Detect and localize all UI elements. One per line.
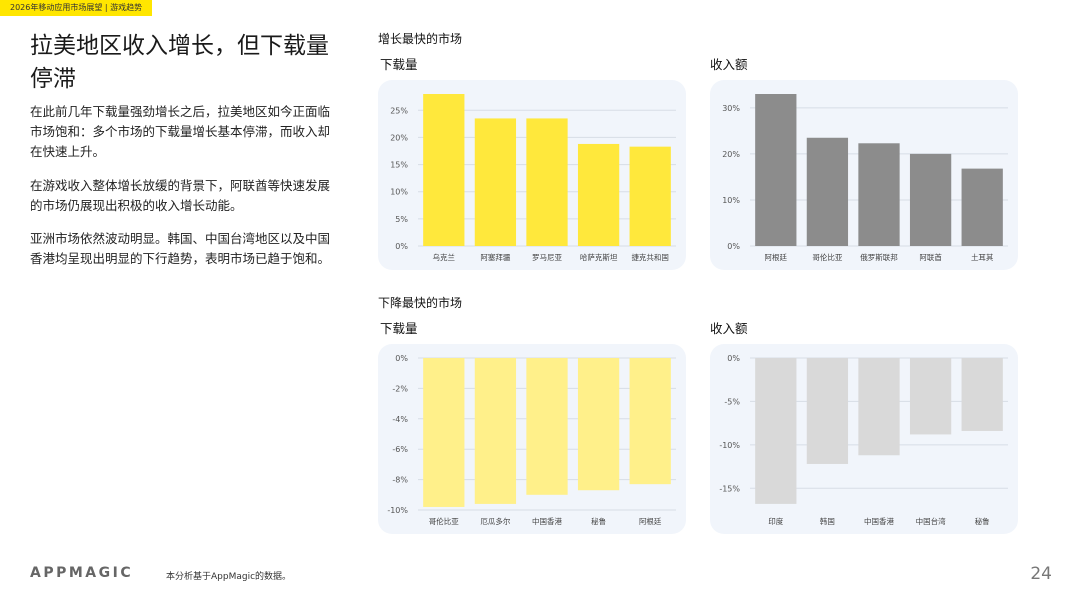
category-label: 罗马尼亚 [532, 253, 562, 262]
y-tick-label: -6% [392, 445, 408, 454]
y-tick-label: 0% [395, 242, 408, 251]
category-label: 中国香港 [532, 516, 562, 526]
decline-downloads-svg: 0% -2% -4% -6% -8% -10% 哥伦比亚 厄瓜多尔 中国香港 秘鲁 阿根廷 [387, 354, 676, 526]
decline-section-title: 下降最快的市场 [378, 296, 463, 310]
decline-revenue-svg: 0% -5% -10% -15% 印度 韩国 中国香港 中国台湾 秘鲁 [719, 354, 1008, 526]
bar [858, 358, 900, 456]
category-label: 土耳其 [971, 252, 994, 262]
decline-downloads-title: 下载量 [380, 321, 418, 336]
y-tick-label: 25% [390, 106, 408, 115]
bar [629, 358, 671, 485]
y-tick-label: 0% [727, 242, 740, 251]
decline-revenue-title: 收入额 [710, 321, 748, 336]
bar [806, 358, 849, 464]
report-tag: 2026年移动应用市场展望 | 游戏趋势 [0, 0, 153, 16]
y-tick-label: -10% [719, 441, 740, 450]
y-tick-label: -10% [387, 506, 408, 515]
appmagic-logo: APPMAGIC [30, 565, 134, 581]
category-label: 韩国 [820, 516, 835, 526]
y-tick-label: -2% [392, 384, 408, 393]
bar [961, 168, 1003, 246]
y-tick-label: -8% [392, 476, 408, 485]
category-label: 阿根廷 [639, 516, 662, 526]
bar [577, 143, 620, 246]
category-label: 印度 [768, 516, 783, 526]
page-title: 拉美地区收入增长，但下载量停滞 [30, 33, 329, 92]
growth-downloads-svg: 0% 5% 10% 15% 20% 25% 乌克兰 阿塞拜疆 罗马尼亚 哈萨克斯坦 捷克共和国 [390, 94, 676, 262]
y-tick-label: -5% [724, 397, 740, 406]
category-label: 哥伦比亚 [812, 252, 842, 262]
y-tick-label: 10% [390, 188, 408, 197]
category-label: 乌克兰 [433, 252, 456, 262]
body-paragraph-3: 亚洲市场依然波动明显。韩国、中国台湾地区以及中国香港均呈现出明显的下行趋势，表明… [30, 231, 331, 266]
bar [577, 358, 620, 491]
decline-downloads-chart: 0% -2% -4% -6% -8% -10% 哥伦比亚 厄瓜多尔 中国香港 秘鲁 阿根廷 [378, 344, 686, 534]
growth-revenue-title: 收入额 [710, 57, 748, 72]
page-number: 24 [1030, 564, 1052, 584]
bar [526, 118, 568, 246]
bar [961, 358, 1003, 431]
bar [526, 358, 568, 495]
y-tick-label: 10% [722, 196, 740, 205]
y-tick-label: 0% [395, 354, 408, 363]
y-tick-label: 5% [395, 215, 408, 224]
category-label: 中国台湾 [916, 516, 946, 526]
growth-revenue-svg: 0% 10% 20% 30% 阿根廷 哥伦比亚 俄罗斯联邦 阿联酋 土耳其 [722, 94, 1008, 262]
category-label: 厄瓜多尔 [480, 516, 510, 526]
y-tick-label: 0% [727, 354, 740, 363]
decline-revenue-chart: 0% -5% -10% -15% 印度 韩国 中国香港 中国台湾 秘鲁 [710, 344, 1018, 534]
y-tick-label: 20% [390, 133, 408, 142]
body-paragraph-2: 在游戏收入整体增长放缓的背景下，阿联酋等快速发展的市场仍展现出积极的收入增长动能… [30, 178, 331, 213]
growth-downloads-title: 下载量 [380, 57, 418, 72]
bar [858, 143, 900, 246]
bar [629, 146, 671, 246]
body-paragraph-1: 在此前几年下载量强劲增长之后，拉美地区如今正面临市场饱和：多个市场的下载量增长基… [30, 104, 331, 159]
category-label: 秘鲁 [975, 516, 990, 526]
category-label: 捷克共和国 [631, 252, 669, 262]
bar [755, 94, 797, 246]
category-label: 秘鲁 [591, 516, 606, 526]
bar [474, 118, 517, 246]
bar [423, 358, 465, 507]
bar [474, 358, 517, 504]
y-tick-label: -4% [392, 415, 408, 424]
bar [909, 153, 952, 246]
category-label: 中国香港 [864, 516, 894, 526]
growth-section-title: 增长最快的市场 [378, 32, 463, 46]
bar [806, 137, 849, 246]
y-tick-label: 30% [722, 104, 740, 113]
category-label: 阿联酋 [919, 252, 942, 262]
bar [423, 94, 465, 246]
category-label: 阿塞拜疆 [480, 252, 510, 262]
category-label: 哈萨克斯坦 [580, 252, 618, 262]
category-label: 阿根廷 [765, 252, 788, 262]
category-label: 哥伦比亚 [429, 516, 459, 526]
bar [909, 358, 952, 435]
bar [755, 358, 797, 504]
y-tick-label: 15% [390, 161, 408, 170]
y-tick-label: -15% [719, 484, 740, 493]
y-tick-label: 20% [722, 150, 740, 159]
footer-note: 本分析基于AppMagic的数据。 [166, 572, 292, 582]
category-label: 俄罗斯联邦 [860, 252, 898, 262]
growth-downloads-chart: 0% 5% 10% 15% 20% 25% 乌克兰 阿塞拜疆 罗马尼亚 哈萨克斯坦 捷克共和国 [378, 80, 686, 270]
growth-revenue-chart: 0% 10% 20% 30% 阿根廷 哥伦比亚 俄罗斯联邦 阿联酋 土耳其 [710, 80, 1018, 270]
